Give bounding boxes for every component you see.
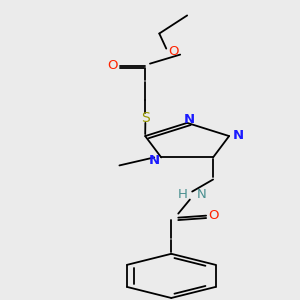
Text: N: N <box>149 154 160 167</box>
Text: O: O <box>108 59 118 72</box>
Text: N: N <box>233 129 244 142</box>
Text: S: S <box>141 111 150 125</box>
Text: N: N <box>196 188 206 201</box>
Text: O: O <box>168 45 178 58</box>
Text: O: O <box>208 209 218 222</box>
Text: N: N <box>184 113 195 126</box>
Text: H: H <box>178 188 188 201</box>
